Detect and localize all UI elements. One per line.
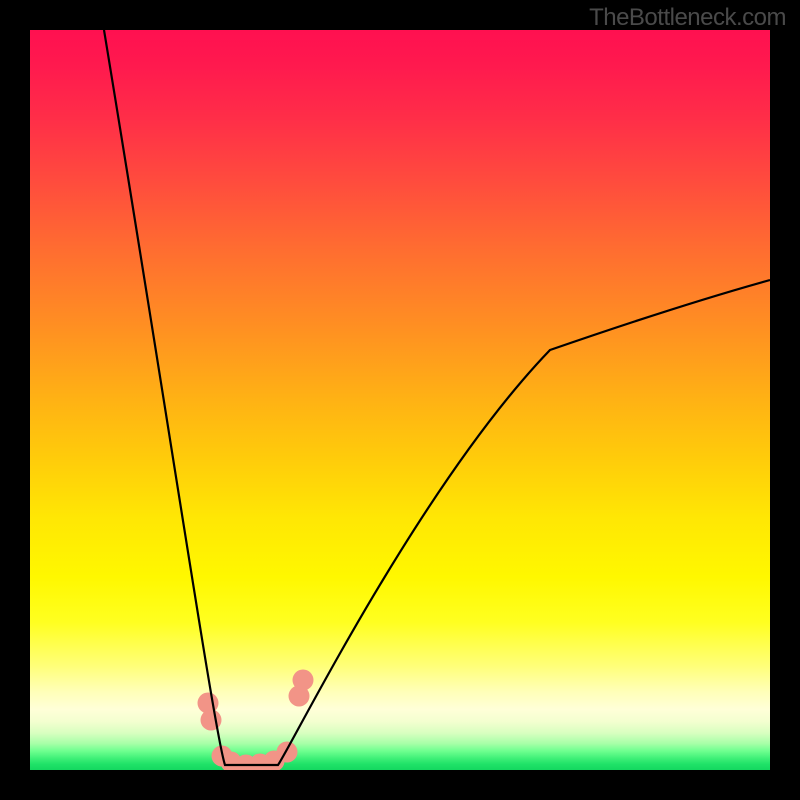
bottleneck-chart (30, 30, 770, 770)
marker-point (293, 670, 314, 691)
marker-point (277, 742, 298, 763)
gradient-background (30, 30, 770, 770)
marker-point (201, 710, 222, 731)
watermark-text: TheBottleneck.com (589, 4, 786, 32)
chart-svg (30, 30, 770, 770)
